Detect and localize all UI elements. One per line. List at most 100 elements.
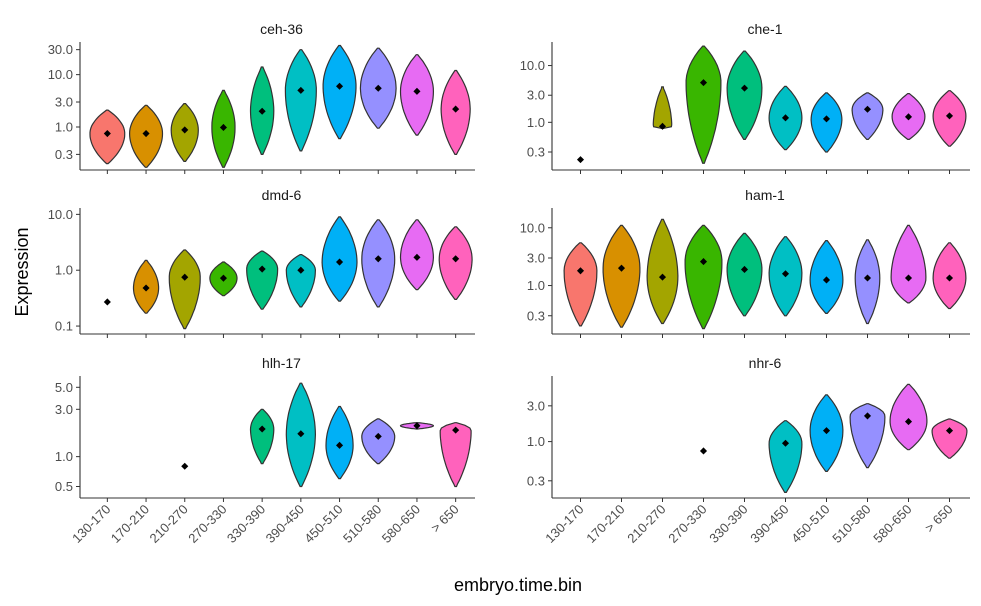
median-point: [413, 87, 421, 95]
y-tick-label: 10.0: [520, 58, 545, 73]
x-tick-label: 580-650: [870, 502, 914, 546]
x-tick-label: 270-330: [185, 502, 229, 546]
median-point: [297, 266, 305, 274]
violin-330-390: [726, 232, 763, 317]
x-tick-label: 210-270: [147, 502, 191, 546]
median-point: [863, 274, 872, 282]
median-point: [904, 113, 913, 121]
violin-270-330: [684, 224, 723, 330]
y-tick-label: 3.0: [527, 250, 545, 265]
median-point: [781, 114, 790, 122]
x-axis-title: embryo.time.bin: [454, 575, 582, 595]
median-point: [863, 412, 872, 420]
x-tick-label: 130-170: [542, 502, 586, 546]
violin-210-270: [168, 249, 201, 330]
panels-layer: ceh-36 0.3 1.0 3.0 10.0 30.0 che-1 0.3 1.0 3.0 10.…: [48, 21, 970, 546]
x-tick-label: 170-210: [583, 502, 627, 546]
violin-510-580: [849, 403, 886, 469]
median-point: [142, 284, 150, 292]
y-tick-label: 0.5: [55, 479, 73, 494]
y-tick-label: 1.0: [55, 120, 73, 135]
y-tick-label: 3.0: [55, 95, 73, 110]
panel-dmd-6: dmd-6 0.1 1.0 10.0: [48, 187, 475, 338]
single-point: [103, 298, 111, 306]
single-point: [576, 156, 585, 164]
y-axis-title: Expression: [12, 227, 32, 316]
median-point: [822, 115, 831, 123]
y-tick-label: 3.0: [527, 398, 545, 413]
violin-> 650: [438, 226, 473, 300]
panel-title: dmd-6: [262, 187, 302, 203]
y-tick-label: 3.0: [55, 402, 73, 417]
median-point: [297, 430, 305, 438]
x-tick-label: 390-450: [263, 502, 307, 546]
x-tick-label: 510-580: [829, 502, 873, 546]
median-point: [658, 122, 667, 130]
violin-390-450: [284, 49, 317, 152]
panel-title: nhr-6: [749, 355, 782, 371]
x-tick-label: 580-650: [379, 502, 423, 546]
median-point: [297, 86, 305, 94]
median-point: [945, 427, 954, 435]
y-tick-label: 30.0: [48, 42, 73, 57]
panel-che-1: che-1 0.3 1.0 3.0 10.0: [520, 21, 970, 174]
y-tick-label: 0.3: [527, 144, 545, 159]
median-point: [699, 258, 708, 266]
violin-270-330: [685, 45, 722, 164]
violin-580-650: [889, 383, 928, 451]
violin-> 650: [439, 422, 472, 488]
violin-130-170: [563, 242, 598, 327]
x-tick-label: 130-170: [69, 502, 113, 546]
y-tick-label: 1.0: [55, 263, 73, 278]
median-point: [258, 107, 266, 115]
panel-title: che-1: [747, 21, 782, 37]
x-tick-label: 330-390: [706, 502, 750, 546]
y-tick-label: 0.3: [55, 147, 73, 162]
median-point: [822, 427, 831, 435]
panel-ceh-36: ceh-36 0.3 1.0 3.0 10.0 30.0: [48, 21, 475, 174]
median-point: [181, 273, 189, 281]
single-point: [699, 447, 708, 455]
median-point: [336, 258, 344, 266]
median-point: [413, 422, 421, 430]
x-tick-label: 450-510: [301, 502, 345, 546]
violin-170-210: [602, 224, 641, 328]
panel-title: hlh-17: [262, 355, 301, 371]
panel-nhr-6: nhr-6 0.3 1.0 3.0 130-170170-210210-270270-3…: [527, 355, 970, 546]
median-point: [658, 273, 667, 281]
x-tick-label: > 650: [922, 502, 956, 536]
median-point: [219, 123, 227, 131]
panel-title: ham-1: [745, 187, 785, 203]
violin-330-390: [249, 408, 275, 465]
violin-510-580: [361, 219, 396, 308]
median-point: [374, 84, 382, 92]
y-tick-label: 5.0: [55, 380, 73, 395]
median-point: [699, 79, 708, 87]
median-point: [945, 274, 954, 282]
median-point: [452, 426, 460, 434]
violin-390-450: [768, 420, 803, 493]
y-tick-label: 10.0: [48, 207, 73, 222]
median-point: [945, 112, 954, 120]
y-tick-label: 10.0: [48, 67, 73, 82]
violin-510-580: [851, 92, 884, 140]
median-point: [413, 253, 421, 261]
y-tick-label: 3.0: [527, 88, 545, 103]
panel-ham-1: ham-1 0.3 1.0 3.0 10.0: [520, 187, 970, 338]
median-point: [103, 130, 111, 138]
violin-330-390: [246, 250, 279, 310]
x-tick-label: 510-580: [340, 502, 384, 546]
x-tick-label: > 650: [428, 502, 462, 536]
violin-210-270: [646, 218, 679, 325]
x-tick-label: 390-450: [747, 502, 791, 546]
x-tick-label: 450-510: [788, 502, 832, 546]
y-tick-label: 10.0: [520, 220, 545, 235]
y-tick-label: 0.1: [55, 319, 73, 334]
violin-450-510: [322, 44, 357, 140]
median-point: [258, 425, 266, 433]
median-point: [781, 439, 790, 447]
y-tick-label: 0.3: [527, 308, 545, 323]
x-tick-label: 330-390: [224, 502, 268, 546]
panel-hlh-17: hlh-17 0.5 1.0 3.0 5.0 130-170170-210210-2702…: [55, 355, 475, 546]
